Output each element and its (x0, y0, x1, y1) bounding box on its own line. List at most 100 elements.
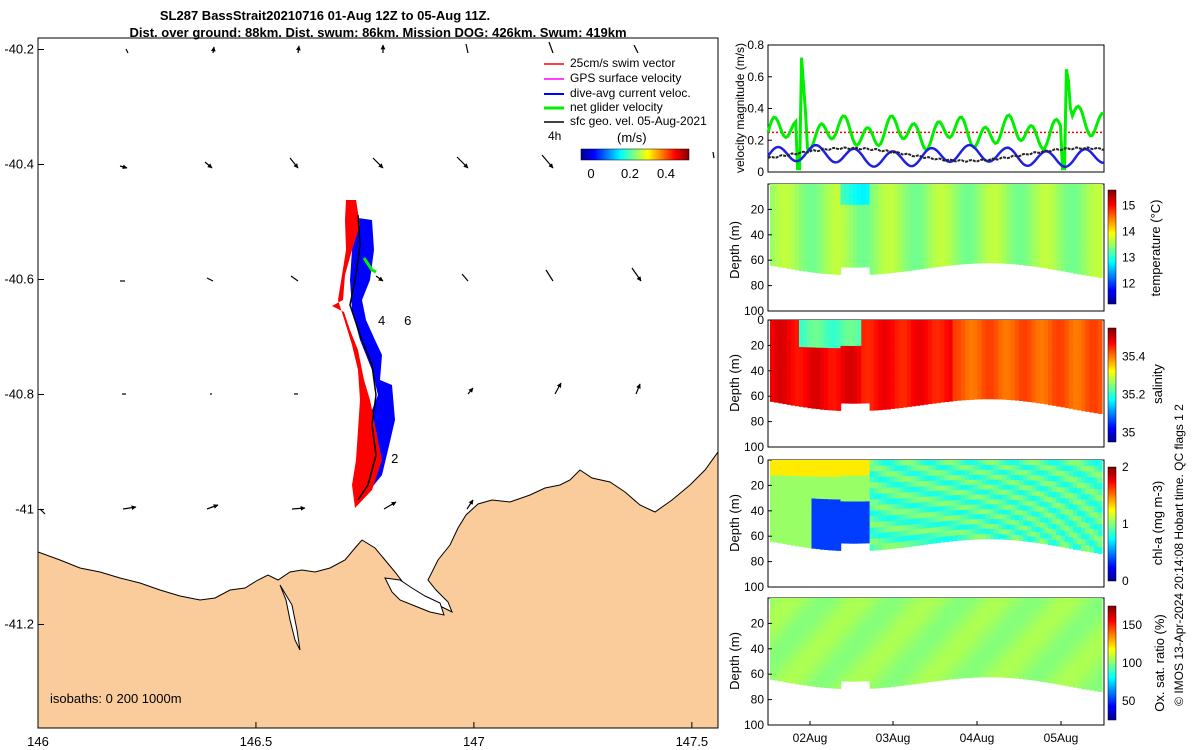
section-cell (815, 369, 821, 376)
section-cell (998, 218, 1004, 224)
section-cell (927, 393, 933, 399)
section-cell (1081, 206, 1087, 213)
section-cell (1031, 659, 1037, 666)
section-cell (865, 330, 871, 337)
section-cell (803, 363, 808, 370)
section-cell (969, 494, 974, 501)
section-cell (811, 614, 817, 621)
section-cell (1048, 194, 1053, 201)
section-cell (1002, 243, 1008, 249)
section-cell (848, 330, 854, 337)
section-cell (907, 216, 912, 223)
section-cell (811, 211, 817, 218)
section-cell (969, 622, 974, 629)
section-cell (1014, 390, 1020, 396)
section-cell (815, 487, 821, 494)
section-cell (1060, 216, 1066, 223)
section-cell (1052, 253, 1057, 260)
section-cell (1056, 535, 1062, 542)
section-cell (815, 658, 821, 665)
section-cell (803, 652, 808, 659)
section-cell (1002, 258, 1008, 264)
section-cell (894, 487, 900, 494)
section-cell (782, 398, 788, 405)
section-cell (1077, 521, 1082, 528)
section-cell (1073, 375, 1078, 382)
section-cell (832, 212, 838, 219)
section-cell (1085, 499, 1091, 507)
section-cell (828, 200, 833, 207)
section-cell (774, 366, 779, 372)
section-cell (794, 614, 800, 621)
section-cell (1056, 352, 1062, 359)
section-cell (923, 608, 929, 615)
section-cell (1093, 259, 1099, 266)
section-cell (969, 193, 974, 200)
section-cell (1056, 470, 1062, 477)
section-cell (894, 636, 900, 643)
section-cell (907, 678, 912, 685)
section-cell (794, 508, 800, 515)
section-cell (1006, 189, 1012, 195)
section-cell (799, 514, 804, 520)
section-cell (819, 234, 825, 241)
section-cell (811, 476, 817, 483)
section-cell (782, 210, 788, 216)
section-cell (1027, 536, 1033, 542)
section-cell (1039, 517, 1045, 523)
section-cell (803, 641, 808, 648)
section-cell (778, 361, 784, 368)
section-cell (1052, 373, 1057, 380)
estuary (384, 577, 445, 616)
section-cell (848, 241, 854, 247)
section-cell (1014, 643, 1020, 649)
section-cell (969, 509, 974, 516)
section-cell (774, 460, 779, 466)
section-cell (956, 194, 962, 200)
section-cell (799, 205, 804, 212)
section-cell (848, 397, 854, 404)
section-cell (919, 528, 925, 535)
section-cell (1060, 238, 1066, 245)
section-cell (956, 515, 962, 521)
section-cell (998, 339, 1004, 346)
section-cell (936, 209, 941, 216)
section-cell (1006, 218, 1012, 225)
section-cell (1056, 341, 1062, 348)
section-cell (1035, 670, 1041, 676)
section-cell (836, 184, 842, 191)
section-cell (927, 660, 933, 667)
section-cell (1027, 345, 1033, 352)
section-cell (1085, 365, 1091, 372)
section-cell (886, 614, 891, 621)
section-cell (873, 476, 879, 484)
section-cell (1064, 509, 1070, 516)
section-cell (786, 325, 792, 332)
section-cell (1085, 517, 1091, 524)
section-cell (948, 375, 954, 382)
section-cell (886, 222, 891, 230)
section-cell (890, 228, 896, 235)
section-cell (1093, 372, 1099, 379)
section-cell (1031, 511, 1037, 517)
section-cell (1027, 240, 1033, 246)
section-cell (960, 184, 966, 190)
section-cell (844, 511, 850, 518)
section-cell (1052, 394, 1057, 401)
section-cell (1077, 538, 1082, 545)
section-cell (1052, 330, 1057, 337)
section-cell (1014, 623, 1020, 629)
section-cell (794, 242, 800, 249)
section-cell (990, 632, 995, 638)
section-cell (952, 229, 958, 235)
section-cell (828, 364, 833, 372)
section-cell (815, 336, 821, 343)
section-cell (919, 372, 925, 379)
section-cell (1064, 205, 1070, 212)
section-cell (865, 654, 871, 661)
section-cell (869, 398, 875, 406)
section-cell (844, 470, 850, 477)
section-cell (944, 255, 950, 261)
section-cell (965, 354, 970, 361)
section-cell (877, 200, 883, 207)
